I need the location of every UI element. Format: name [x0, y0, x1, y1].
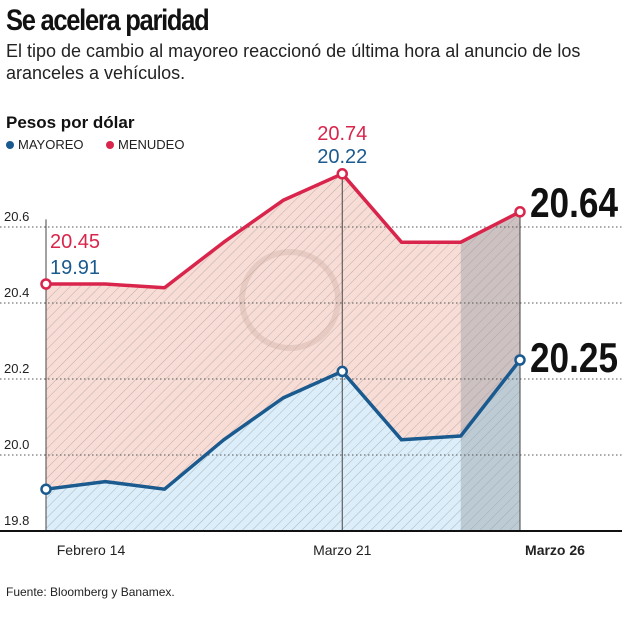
mayoreo-line [45, 358, 522, 491]
watermark-logo [239, 249, 341, 351]
y-axis-label: Pesos por dólar [6, 113, 135, 132]
x-tick-label: Marzo 21 [313, 542, 372, 558]
hatch-area [46, 173, 520, 532]
y-tick-label: 20.4 [4, 285, 29, 300]
legend-mayoreo: MAYOREO [6, 137, 84, 152]
legend-swatch [106, 141, 114, 149]
data-label-mayoreo: 20.22 [317, 146, 367, 168]
source-note: Fuente: Bloomberg y Banamex. [6, 585, 175, 599]
mayoreo-point [514, 354, 526, 366]
mayoreo-point [40, 483, 52, 495]
y-tick-label: 19.8 [4, 513, 29, 528]
data-label-menudeo-final: 20.64 [530, 179, 619, 226]
menudeo-point [40, 278, 52, 290]
chart-title: Se acelera paridad [6, 4, 210, 37]
y-tick-label: 20.6 [4, 209, 29, 224]
legend-swatch [6, 141, 14, 149]
chart-subtitle: El tipo de cambio al mayoreo reaccionó d… [6, 41, 581, 83]
data-label-mayoreo: 19.91 [50, 257, 100, 279]
mayoreo-point [336, 365, 348, 378]
legend-menudeo: MENUDEO [106, 137, 184, 152]
menudeo-point [336, 168, 348, 180]
menudeo-point [514, 206, 526, 218]
data-label-menudeo: 20.74 [317, 123, 367, 145]
highlight-band [460, 211, 520, 532]
data-label-mayoreo-final: 20.25 [530, 334, 618, 381]
x-tick-label: Febrero 14 [57, 542, 126, 558]
data-label-menudeo: 20.45 [50, 231, 100, 253]
menudeo-line [46, 172, 521, 290]
y-tick-label: 20.2 [4, 361, 29, 376]
x-tick-label: Marzo 26 [525, 542, 585, 558]
legend-label: MENUDEO [118, 137, 185, 152]
legend-label: MAYOREO [18, 137, 84, 152]
y-tick-label: 20.0 [4, 437, 29, 452]
